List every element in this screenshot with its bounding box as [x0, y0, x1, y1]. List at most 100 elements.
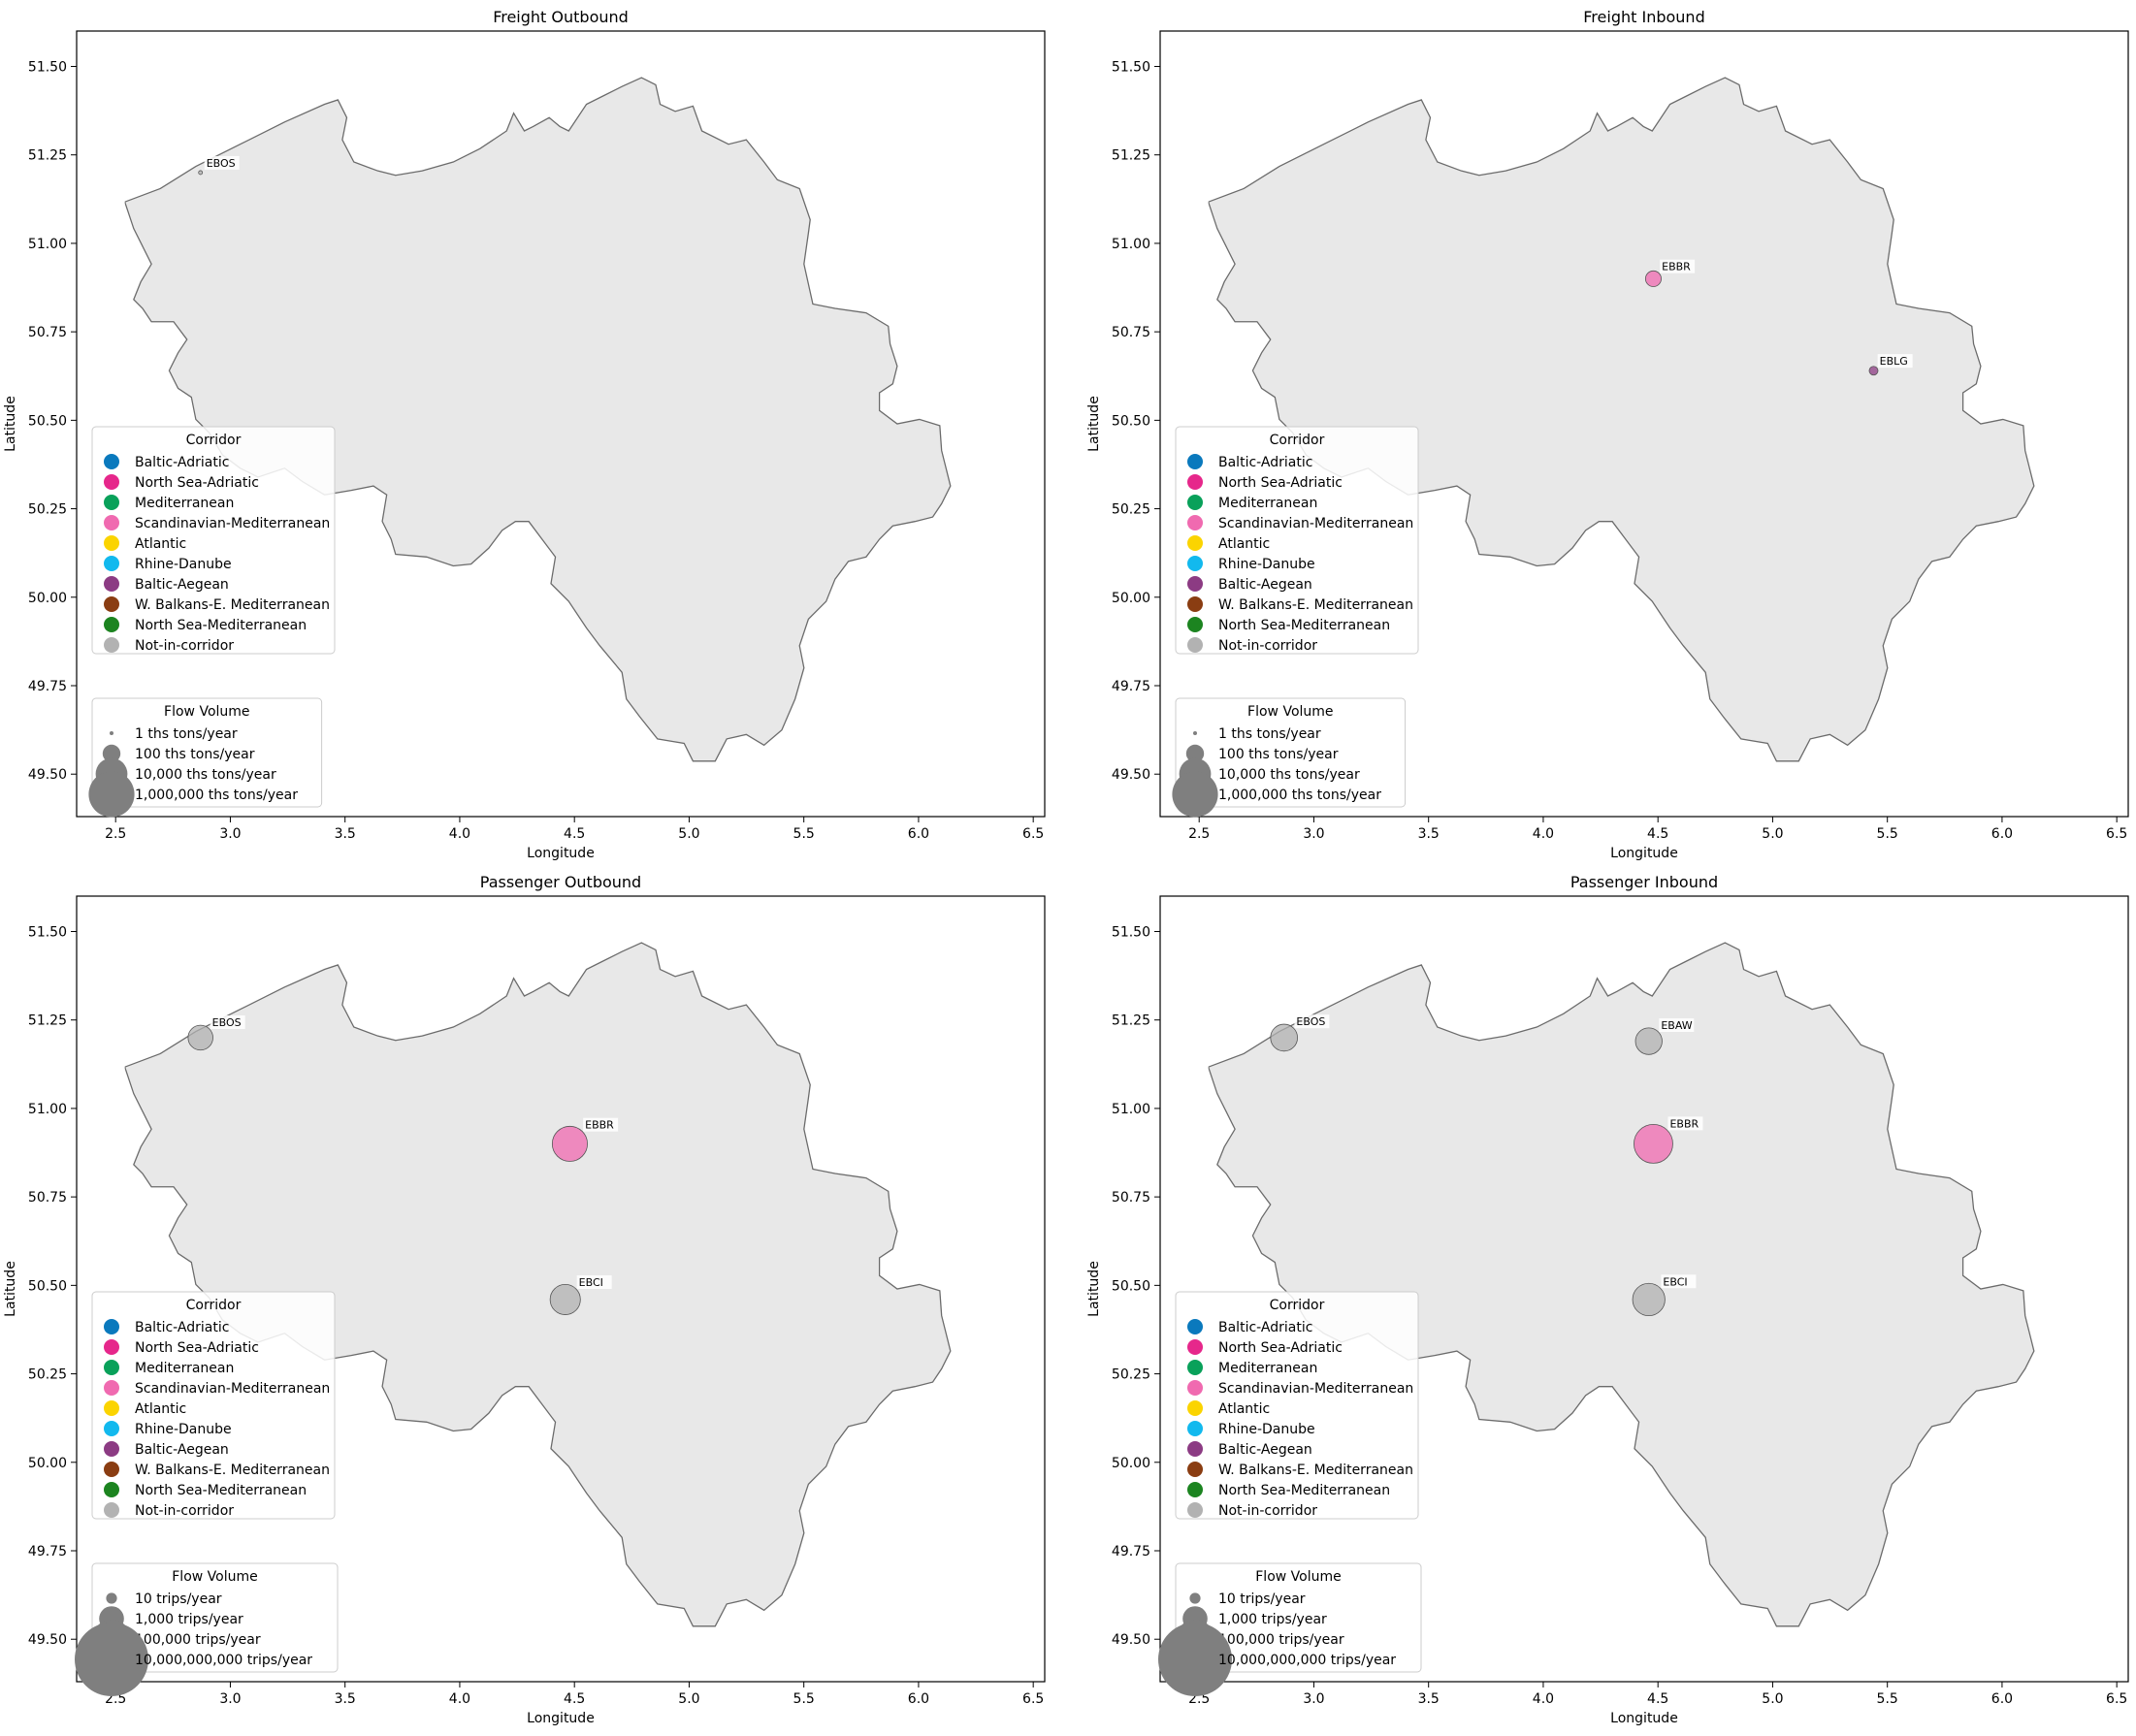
legend-marker — [1187, 515, 1203, 530]
legend-marker — [1187, 1502, 1203, 1518]
legend-title: Flow Volume — [172, 1569, 257, 1585]
legend-label: 10 trips/year — [135, 1591, 222, 1607]
legend-marker — [104, 1502, 119, 1518]
legend-marker — [104, 515, 119, 530]
x-tick-label: 4.0 — [1533, 1691, 1554, 1707]
plot-frame — [1159, 30, 2129, 818]
y-tick-label: 50.75 — [1112, 325, 1150, 340]
point-label: EBLG — [1880, 355, 1908, 368]
legend-label: Not-in-corridor — [1218, 1503, 1317, 1519]
size-legend-marker — [1193, 731, 1197, 735]
legend-marker — [104, 1482, 119, 1497]
legend-label: Not-in-corridor — [135, 1503, 234, 1519]
legend-label: 10,000,000,000 trips/year — [135, 1653, 312, 1668]
x-tick-label: 2.5 — [1188, 826, 1210, 842]
belgium-map — [1208, 942, 2035, 1627]
point-label-bg — [210, 1014, 245, 1029]
legend-label: Scandinavian-Mediterranean — [135, 1381, 330, 1397]
y-tick-label: 51.50 — [1112, 59, 1150, 75]
x-tick-label: 6.0 — [908, 1691, 929, 1707]
legend-label: 10 trips/year — [1218, 1591, 1306, 1607]
point-label: EBBR — [1662, 261, 1691, 273]
legend-label: Atlantic — [135, 1401, 186, 1417]
y-tick-label: 51.25 — [28, 148, 67, 164]
legend-label: North Sea-Mediterranean — [135, 1483, 307, 1498]
y-tick-label: 51.50 — [28, 924, 67, 940]
point-label: EBAW — [1661, 1019, 1692, 1032]
legend-label: North Sea-Adriatic — [1218, 475, 1343, 491]
x-tick-label: 2.5 — [105, 826, 126, 842]
chart-title: Passenger Inbound — [1570, 873, 1718, 891]
size-legend-marker — [1185, 744, 1205, 763]
legend-box — [91, 1291, 336, 1520]
legend-box — [91, 1562, 339, 1673]
belgium-map — [124, 77, 952, 762]
point-label: EBOS — [212, 1016, 242, 1029]
belgium-map — [124, 942, 952, 1627]
legend-marker — [1187, 1482, 1203, 1497]
x-tick-label: 6.0 — [1991, 1691, 2013, 1707]
point-label-bg — [1660, 259, 1696, 273]
legend-marker — [104, 535, 119, 551]
y-tick-label: 51.00 — [1112, 237, 1150, 252]
legend-marker — [1187, 1380, 1203, 1396]
legend-label: Scandinavian-Mediterranean — [135, 516, 330, 531]
y-tick-label: 51.50 — [28, 59, 67, 75]
size-legend-marker — [1172, 771, 1218, 818]
legend-marker — [1187, 617, 1203, 632]
chart-title: Freight Inbound — [1583, 8, 1704, 26]
legend-label: North Sea-Adriatic — [1218, 1340, 1343, 1356]
legend-label: Mediterranean — [135, 1361, 234, 1376]
legend-label: North Sea-Mediterranean — [135, 618, 307, 633]
y-tick-label: 50.25 — [1112, 502, 1150, 518]
x-tick-label: 3.0 — [219, 826, 241, 842]
legend-label: Baltic-Aegean — [1218, 577, 1312, 593]
flow-volume-legend: Flow Volume 1 ths tons/year 100 ths tons/y… — [88, 697, 323, 818]
x-tick-label: 3.5 — [1418, 1691, 1440, 1707]
legend-label: North Sea-Adriatic — [135, 475, 259, 491]
x-tick-label: 5.5 — [793, 1691, 815, 1707]
flow-volume-legend: Flow Volume 10 trips/year 1,000 trips/year… — [1158, 1562, 1422, 1696]
legend-title: Corridor — [1270, 1298, 1325, 1313]
legend-label: W. Balkans-E. Mediterranean — [135, 597, 330, 613]
legend-marker — [104, 474, 119, 490]
legend-box — [91, 697, 323, 808]
point-label-bg — [1877, 354, 1913, 369]
legend-marker — [104, 495, 119, 510]
plot-frame — [1159, 895, 2129, 1683]
legend-label: 1,000,000 ths tons/year — [135, 788, 298, 803]
legend-marker — [1187, 1462, 1203, 1477]
legend-title: Corridor — [1270, 433, 1325, 448]
y-axis-label: Latitude — [1086, 396, 1102, 452]
legend-label: Baltic-Adriatic — [1218, 1320, 1312, 1335]
legend-marker — [1187, 556, 1203, 571]
y-axis-label: Latitude — [3, 1261, 18, 1317]
legend-label: 100,000 trips/year — [135, 1632, 261, 1648]
legend-marker — [1187, 474, 1203, 490]
x-tick-label: 5.0 — [678, 826, 699, 842]
legend-label: Mediterranean — [1218, 1361, 1317, 1376]
legend-marker — [104, 1339, 119, 1355]
point-label-bg — [576, 1275, 612, 1290]
legend-title: Corridor — [186, 433, 242, 448]
legend-label: W. Balkans-E. Mediterranean — [1218, 1463, 1413, 1478]
y-tick-label: 51.25 — [1112, 1013, 1150, 1029]
legend-label: 100 ths tons/year — [135, 747, 255, 762]
legend-label: Baltic-Aegean — [135, 1442, 229, 1458]
legend-marker — [104, 637, 119, 653]
x-tick-label: 4.0 — [1533, 826, 1554, 842]
legend-label: 10,000 ths tons/year — [135, 767, 276, 783]
y-axis-label: Latitude — [3, 396, 18, 452]
point-label: EBBR — [585, 1119, 614, 1132]
point-label-bg — [1659, 1017, 1695, 1032]
x-tick-label: 5.0 — [1762, 826, 1783, 842]
y-tick-label: 51.00 — [1112, 1102, 1150, 1117]
legend-marker — [1187, 535, 1203, 551]
x-tick-label: 3.5 — [1418, 826, 1440, 842]
flow-volume-legend: Flow Volume 1 ths tons/year 100 ths tons/y… — [1172, 697, 1407, 818]
corridor-legend: Corridor Baltic-Adriatic North Sea-Adriati… — [91, 1291, 336, 1520]
x-tick-label: 6.5 — [1022, 826, 1044, 842]
